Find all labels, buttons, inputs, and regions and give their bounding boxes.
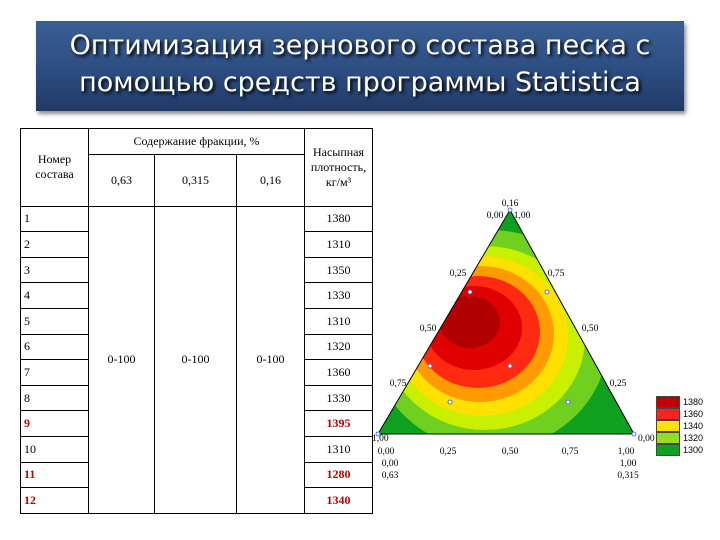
table-row: 9 1395 (20, 410, 373, 437)
row-number: 4 (20, 282, 89, 309)
row-number: 5 (20, 307, 89, 335)
fraction-range-2: 0-100 (236, 205, 305, 514)
row-number: 10 (20, 435, 89, 463)
sample-points (375, 207, 637, 437)
legend-item: 1340 (656, 420, 703, 432)
bottom-tick-1: 0,00 (378, 447, 395, 457)
legend-label: 1340 (683, 421, 704, 431)
bottom-tick-3: 0,50 (502, 447, 519, 457)
row-density: 1350 (304, 256, 373, 284)
bottom-tick-4: 0,75 (562, 447, 579, 457)
bottom-tick-2: 0,25 (440, 447, 457, 457)
br-label-1: 0,00 (638, 434, 655, 444)
legend-label: 1320 (683, 433, 704, 443)
legend-swatch (656, 444, 680, 456)
legend-swatch (656, 420, 680, 432)
slide-title: Оптимизация зернового состава песка с по… (69, 30, 651, 98)
legend-item: 1300 (656, 444, 703, 456)
title-banner: Оптимизация зернового состава песка с по… (36, 21, 684, 111)
right-tick-1: 0,75 (548, 269, 565, 279)
header-density: Насыпная плотность, кг/м³ (304, 128, 373, 207)
top-label-1: 0,16 (502, 199, 519, 209)
right-tick-2: 0,50 (582, 324, 599, 334)
table-row: 10 1310 (20, 435, 373, 463)
table-row: 6 1320 (20, 333, 373, 361)
table-row: 11 1280 (20, 461, 373, 489)
row-number: 8 (20, 384, 89, 412)
row-number: 7 (20, 359, 89, 386)
table-row: 5 1310 (20, 307, 373, 335)
legend-label: 1300 (683, 445, 704, 455)
fraction-063: 0,63 (88, 153, 155, 207)
row-number: 2 (20, 231, 89, 258)
row-number: 3 (20, 256, 89, 284)
row-number: 11 (20, 461, 89, 489)
legend-swatch (656, 396, 680, 408)
contour-fill (378, 210, 634, 434)
row-density: 1330 (304, 282, 373, 309)
table-row: 1 0-100 0-100 0-100 1380 (20, 205, 373, 514)
row-density: 1340 (304, 487, 373, 514)
table-subheader-row: 0,63 0,315 0,16 (21, 153, 373, 207)
legend-label: 1360 (683, 409, 704, 419)
table-row: 12 1340 (20, 487, 373, 514)
row-density: 1360 (304, 359, 373, 386)
fraction-range-0: 0-100 (88, 205, 155, 514)
header-fraction: Содержание фракции, % (88, 128, 305, 155)
br-label-3: 0,315 (617, 471, 639, 480)
legend-item: 1360 (656, 408, 703, 420)
top-label-2: 0,00 (487, 211, 504, 221)
triangle-outline (377, 208, 635, 435)
row-density: 1280 (304, 461, 373, 489)
br-label-2: 1,00 (620, 459, 637, 469)
bl-label-1: 1,00 (372, 434, 389, 444)
legend-item: 1320 (656, 432, 703, 444)
row-number: 9 (20, 410, 89, 437)
fraction-016: 0,16 (236, 153, 305, 207)
row-number: 6 (20, 333, 89, 361)
left-tick-1: 0,25 (450, 269, 467, 279)
legend-item: 1380 (656, 396, 703, 408)
bl-label-3: 0,63 (382, 471, 399, 480)
ternary-contour-plot: 0,16 0,00 1,00 0,25 0,50 0,75 0,75 0,50 … (372, 199, 655, 480)
row-density: 1310 (304, 307, 373, 335)
table-header-row: Номер состава Содержание фракции, % Насы… (20, 128, 373, 207)
right-tick-3: 0,25 (610, 379, 627, 389)
left-tick-3: 0,75 (390, 379, 407, 389)
row-density: 1330 (304, 384, 373, 412)
header-number: Номер состава (20, 128, 89, 207)
row-density: 1310 (304, 435, 373, 463)
top-label-3: 1,00 (514, 211, 531, 221)
bl-label-2: 0,00 (382, 459, 399, 469)
legend-label: 1380 (683, 397, 704, 407)
table-row: 3 1350 (20, 256, 373, 284)
bottom-tick-5: 1,00 (618, 447, 635, 457)
composition-table: Номер состава Содержание фракции, % Насы… (20, 128, 373, 514)
row-density: 1395 (304, 410, 373, 437)
table-row: 2 1310 (20, 231, 373, 258)
fraction-0315: 0,315 (154, 153, 237, 207)
row-density: 1320 (304, 333, 373, 361)
legend-swatch (656, 432, 680, 444)
row-number: 1 (20, 205, 89, 233)
row-number: 12 (20, 487, 89, 514)
legend-swatch (656, 408, 680, 420)
contour-legend: 1380 1360 1340 1320 1300 (656, 396, 703, 456)
left-tick-2: 0,50 (420, 324, 437, 334)
row-density: 1380 (304, 205, 373, 233)
fraction-range-1: 0-100 (154, 205, 237, 514)
row-density: 1310 (304, 231, 373, 258)
